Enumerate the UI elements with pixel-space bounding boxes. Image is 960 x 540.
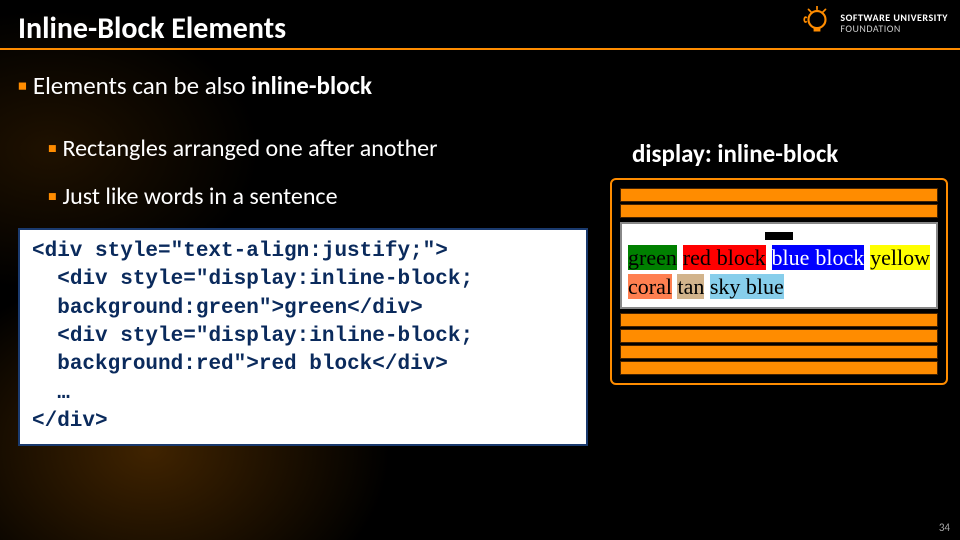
code-l6: …	[32, 382, 70, 405]
demo-label: display: inline-block	[632, 138, 838, 169]
bullet-marker-icon: ▪	[48, 134, 57, 163]
demo-bar	[620, 204, 938, 218]
bullet-marker-icon: ▪	[48, 182, 57, 211]
code-l4: <div style="display:inline-block;	[32, 325, 473, 348]
bullet-main: ▪Elements can be also inline-block	[18, 70, 372, 101]
code-block: <div style="text-align:justify;"> <div s…	[18, 228, 588, 446]
code-l5: background:red">red block</div>	[32, 353, 448, 376]
demo-bar	[620, 361, 938, 375]
bullet-sub2: ▪Just like words in a sentence	[48, 182, 338, 211]
demo-dash	[765, 232, 793, 240]
demo-bars-top	[620, 188, 938, 218]
demo-bar	[620, 345, 938, 359]
demo-inline-blocks: green red block blue block yellow coral …	[628, 244, 930, 301]
demo-inline-block: red block	[683, 245, 766, 270]
slide-title: Inline-Block Elements	[18, 10, 286, 47]
demo-container: green red block blue block yellow coral …	[610, 178, 948, 385]
demo-inline-block: green	[628, 245, 677, 270]
demo-bars-bottom	[620, 313, 938, 375]
code-l1: <div style="text-align:justify;">	[32, 240, 448, 263]
title-underline	[0, 48, 960, 50]
demo-inline-block: yellow	[870, 245, 930, 270]
demo-inline-area: green red block blue block yellow coral …	[620, 222, 938, 309]
demo-inline-block: tan	[677, 274, 704, 299]
demo-inline-block: coral	[628, 274, 672, 299]
demo-inline-block: blue block	[772, 245, 865, 270]
lightbulb-icon	[800, 6, 834, 40]
code-l2: <div style="display:inline-block;	[32, 268, 473, 291]
logo-text: SOFTWARE UNIVERSITY FOUNDATION	[840, 12, 948, 34]
logo: SOFTWARE UNIVERSITY FOUNDATION	[800, 6, 948, 40]
bullet-sub1: ▪Rectangles arranged one after another	[48, 134, 438, 163]
bullet-marker-icon: ▪	[18, 70, 27, 101]
logo-line2: FOUNDATION	[840, 23, 948, 34]
demo-bar	[620, 313, 938, 327]
bullet-main-pre: Elements can be also	[33, 70, 251, 101]
demo-inline-block: sky blue	[710, 274, 784, 299]
demo-bar	[620, 188, 938, 202]
bullet-main-bold: inline-block	[251, 70, 372, 101]
bullet-sub2-text: Just like words in a sentence	[63, 182, 338, 211]
code-l3: background:green">green</div>	[32, 297, 423, 320]
bullet-sub1-text: Rectangles arranged one after another	[63, 134, 438, 163]
code-l7: </div>	[32, 410, 108, 433]
slide-number: 34	[939, 521, 950, 534]
demo-bar	[620, 329, 938, 343]
